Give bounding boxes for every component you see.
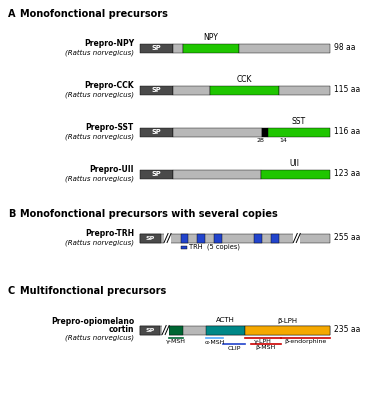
Text: Prepro-UII: Prepro-UII	[89, 164, 134, 174]
Text: SP: SP	[152, 171, 161, 177]
Bar	[183, 44, 239, 52]
Text: (Rattus norvegicus): (Rattus norvegicus)	[65, 92, 134, 98]
Bar	[162, 324, 169, 336]
Text: SP: SP	[146, 236, 155, 240]
Bar	[214, 234, 222, 242]
Bar	[140, 128, 173, 136]
Text: (Rattus norvegicus): (Rattus norvegicus)	[65, 240, 134, 246]
Text: β-endorphine: β-endorphine	[284, 340, 326, 344]
Text: Multifonctional precursors: Multifonctional precursors	[20, 286, 166, 296]
Bar	[262, 128, 268, 136]
Text: (Rattus norvegicus): (Rattus norvegicus)	[65, 50, 134, 56]
Text: 116 aa: 116 aa	[334, 128, 360, 136]
Text: (Rattus norvegicus): (Rattus norvegicus)	[65, 335, 134, 341]
Bar	[140, 234, 161, 242]
Text: β-MSH: β-MSH	[256, 346, 276, 350]
Text: 115 aa: 115 aa	[334, 86, 360, 94]
Text: β-LPH: β-LPH	[278, 318, 298, 324]
Bar	[254, 234, 262, 242]
Text: B: B	[8, 209, 15, 219]
Text: ACTH: ACTH	[216, 318, 235, 324]
Text: Prepro-CCK: Prepro-CCK	[84, 80, 134, 90]
Text: 14: 14	[279, 138, 287, 144]
Text: Prepro-TRH: Prepro-TRH	[85, 228, 134, 238]
Text: CLIP: CLIP	[228, 346, 241, 350]
Text: 98 aa: 98 aa	[334, 44, 356, 52]
Bar	[173, 86, 210, 94]
Text: UII: UII	[290, 158, 300, 168]
Bar	[197, 234, 205, 242]
Bar	[268, 128, 330, 136]
Text: SP: SP	[152, 87, 161, 93]
Bar	[210, 86, 279, 94]
Bar	[173, 170, 261, 178]
Text: SST: SST	[291, 116, 306, 126]
Bar	[169, 326, 183, 334]
Bar	[173, 128, 262, 136]
Text: Monofonctional precursors with several copies: Monofonctional precursors with several c…	[20, 209, 278, 219]
Text: Prepro-NPY: Prepro-NPY	[84, 38, 134, 48]
Text: 255 aa: 255 aa	[334, 234, 360, 242]
Bar	[140, 234, 330, 242]
Bar	[279, 86, 330, 94]
Bar	[140, 86, 173, 94]
Bar	[239, 44, 330, 52]
Bar	[173, 44, 183, 52]
Bar	[245, 326, 330, 334]
Text: C: C	[8, 286, 15, 296]
Text: TRH  (5 copies): TRH (5 copies)	[189, 244, 240, 250]
Text: Prepro-SST: Prepro-SST	[86, 122, 134, 132]
Text: α-MSH: α-MSH	[204, 340, 225, 344]
Text: NPY: NPY	[203, 32, 218, 42]
Text: A: A	[8, 9, 15, 19]
Text: SP: SP	[146, 328, 155, 332]
Text: CCK: CCK	[237, 74, 252, 84]
Text: Prepro-opiomelano: Prepro-opiomelano	[51, 318, 134, 326]
Bar	[293, 232, 300, 244]
Bar	[164, 232, 171, 244]
Text: cortin: cortin	[109, 326, 134, 334]
Bar	[140, 170, 173, 178]
Text: (Rattus norvegicus): (Rattus norvegicus)	[65, 134, 134, 140]
Bar	[181, 246, 187, 249]
Text: (Rattus norvegicus): (Rattus norvegicus)	[65, 176, 134, 182]
Text: γ-LPH: γ-LPH	[254, 340, 272, 344]
Text: 28: 28	[257, 138, 265, 144]
Text: γ-MSH: γ-MSH	[166, 340, 186, 344]
Text: SP: SP	[152, 129, 161, 135]
Text: Monofonctional precursors: Monofonctional precursors	[20, 9, 168, 19]
Bar	[140, 326, 330, 334]
Text: SP: SP	[152, 45, 161, 51]
Bar	[271, 234, 279, 242]
Bar	[181, 234, 188, 242]
Bar	[140, 326, 160, 334]
Text: 235 aa: 235 aa	[334, 326, 360, 334]
Text: 123 aa: 123 aa	[334, 170, 360, 178]
Bar	[205, 326, 245, 334]
Bar	[140, 44, 173, 52]
Bar	[261, 170, 330, 178]
